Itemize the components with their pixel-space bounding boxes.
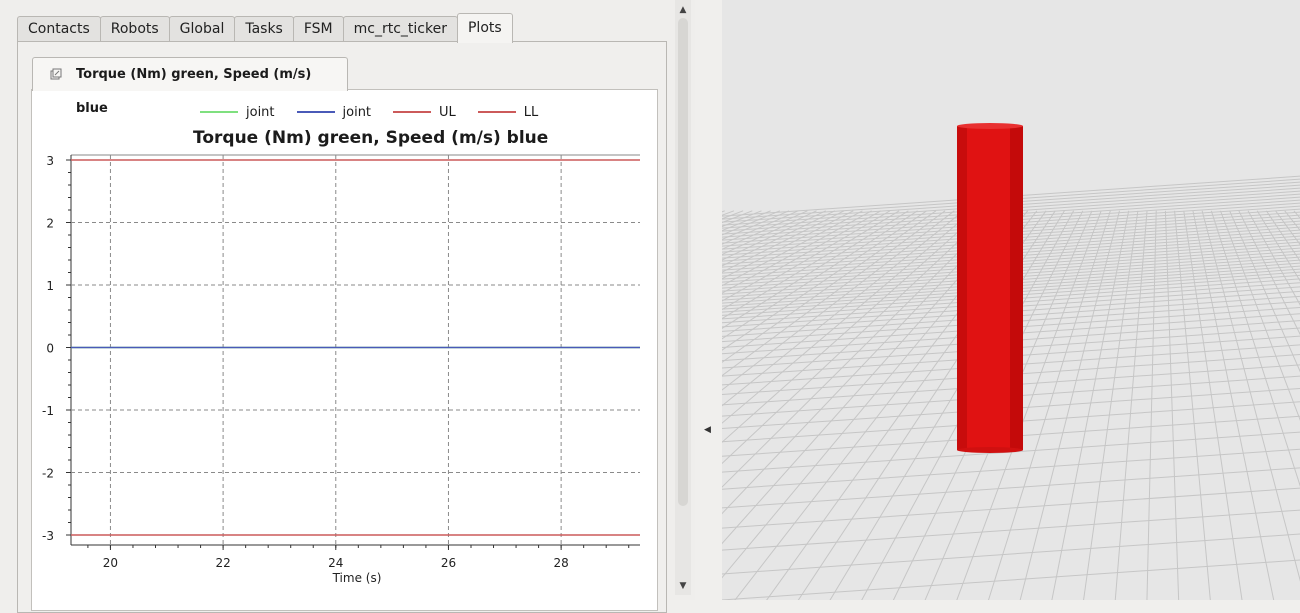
chart-title: Torque (Nm) green, Speed (m/s) blue [193, 128, 549, 148]
legend-swatch [296, 111, 335, 113]
legend-label: joint [342, 104, 372, 120]
tab-contacts[interactable]: Contacts [17, 16, 101, 42]
x-tick-label: 28 [553, 556, 568, 570]
legend-swatch [477, 111, 516, 113]
floor-grid-line [722, 210, 900, 320]
chart-legend: joint joint UL LL [200, 103, 538, 121]
plot-area [31, 89, 658, 611]
floor-grid-line [722, 487, 1300, 529]
floor-grid-line [722, 210, 946, 377]
floor-grid-line [722, 210, 973, 424]
scroll-up-icon[interactable]: ▲ [679, 5, 687, 15]
floor-grid-line [722, 210, 1019, 545]
tab-global[interactable]: Global [168, 16, 236, 42]
floor-grid-line [1164, 210, 1180, 600]
y-tick-label: 2 [46, 217, 54, 231]
x-tick-label: 20 [103, 556, 118, 570]
floor-grid-line [1019, 210, 1120, 600]
plot-subtab[interactable]: Torque (Nm) green, Speed (m/s) blue [32, 57, 348, 116]
y-tick-label: 0 [46, 342, 54, 356]
floor-grid-line [1114, 210, 1148, 600]
plot-subtab-label: Torque (Nm) green, Speed (m/s) blue [76, 67, 312, 116]
floor-grid-line [722, 210, 955, 391]
x-tick-label: 24 [328, 556, 343, 570]
scrollbar-thumb[interactable] [678, 18, 688, 506]
floor-grid-line [722, 210, 992, 465]
legend-entry[interactable]: LL [477, 103, 539, 121]
floor-grid-line [1229, 210, 1300, 373]
floor-grid-line [722, 210, 1010, 515]
floor-grid-line [1146, 210, 1157, 600]
tab-bar: Contacts Robots Global Tasks FSM mc_rtc_… [17, 13, 513, 43]
floor-grid-line [1192, 210, 1275, 600]
floor-grid-line [1201, 210, 1300, 582]
floor-grid-line [722, 210, 918, 340]
x-tick-label: 22 [215, 556, 230, 570]
tab-tasks[interactable]: Tasks [234, 16, 294, 42]
collapse-arrow-icon[interactable]: ◀ [704, 425, 711, 435]
floor-grid-line [722, 210, 928, 351]
x-tick-label: 26 [441, 556, 456, 570]
scroll-down-icon[interactable]: ▼ [679, 581, 687, 591]
floor-grid-line [722, 509, 1300, 551]
floor-grid-line [1247, 210, 1300, 306]
floor-grid-line [722, 210, 1001, 488]
legend-label: UL [439, 104, 456, 120]
floor-grid-line [722, 210, 964, 407]
floor-grid-line [1183, 210, 1243, 600]
tab-mc-rtc-ticker[interactable]: mc_rtc_ticker [342, 16, 458, 42]
floor-grid-line [722, 467, 1300, 509]
left-panel: Contacts Robots Global Tasks FSM mc_rtc_… [0, 0, 695, 613]
floor-grid-line [1051, 210, 1130, 600]
floor-grid-line [722, 210, 909, 329]
3d-viewport[interactable] [722, 0, 1300, 600]
floor-grid-line [722, 559, 1300, 600]
floor-grid-line [722, 210, 983, 443]
legend-swatch [200, 111, 238, 113]
floor-grid-line [722, 533, 1300, 575]
y-tick-label: -3 [42, 529, 54, 543]
3d-scene [722, 123, 1300, 600]
y-tick-label: -2 [42, 467, 54, 481]
floor-grid-line [1210, 210, 1300, 487]
legend-entry[interactable]: joint [200, 103, 275, 121]
floor-grid-line [722, 210, 882, 302]
floor-grid-line [1238, 210, 1300, 336]
plot-window-icon [50, 68, 62, 80]
tab-robots[interactable]: Robots [99, 16, 170, 42]
floor-grid-line [987, 210, 1111, 600]
floor-grid-line [722, 210, 891, 311]
vertical-scrollbar[interactable]: ▲ ▼ [675, 0, 691, 595]
y-tick-label: -1 [42, 404, 54, 418]
tab-plots[interactable]: Plots [456, 13, 513, 43]
legend-entry[interactable]: UL [393, 103, 456, 121]
floor-grid-line [722, 210, 863, 287]
floor-grid-line [722, 448, 1300, 490]
red-cylinder [957, 123, 1023, 453]
floor-grid-line [722, 210, 872, 294]
legend-label: joint [246, 104, 275, 120]
y-tick-label: 1 [46, 279, 54, 293]
floor-grid-line [1174, 210, 1211, 600]
floor-grid-line [861, 210, 1075, 600]
legend-entry[interactable]: joint [296, 103, 372, 121]
legend-swatch [393, 111, 432, 113]
floor-grid-line [1083, 210, 1139, 600]
floor-grid-line [1220, 210, 1300, 421]
legend-label: LL [523, 104, 539, 120]
y-tick-label: 3 [46, 154, 54, 168]
x-axis-label: Time (s) [332, 571, 382, 585]
floor-grid-line [722, 210, 937, 363]
chart-canvas[interactable]: 3 2 1 0 -1 -2 -3 20 22 24 26 28 Time (s) [0, 0, 695, 600]
